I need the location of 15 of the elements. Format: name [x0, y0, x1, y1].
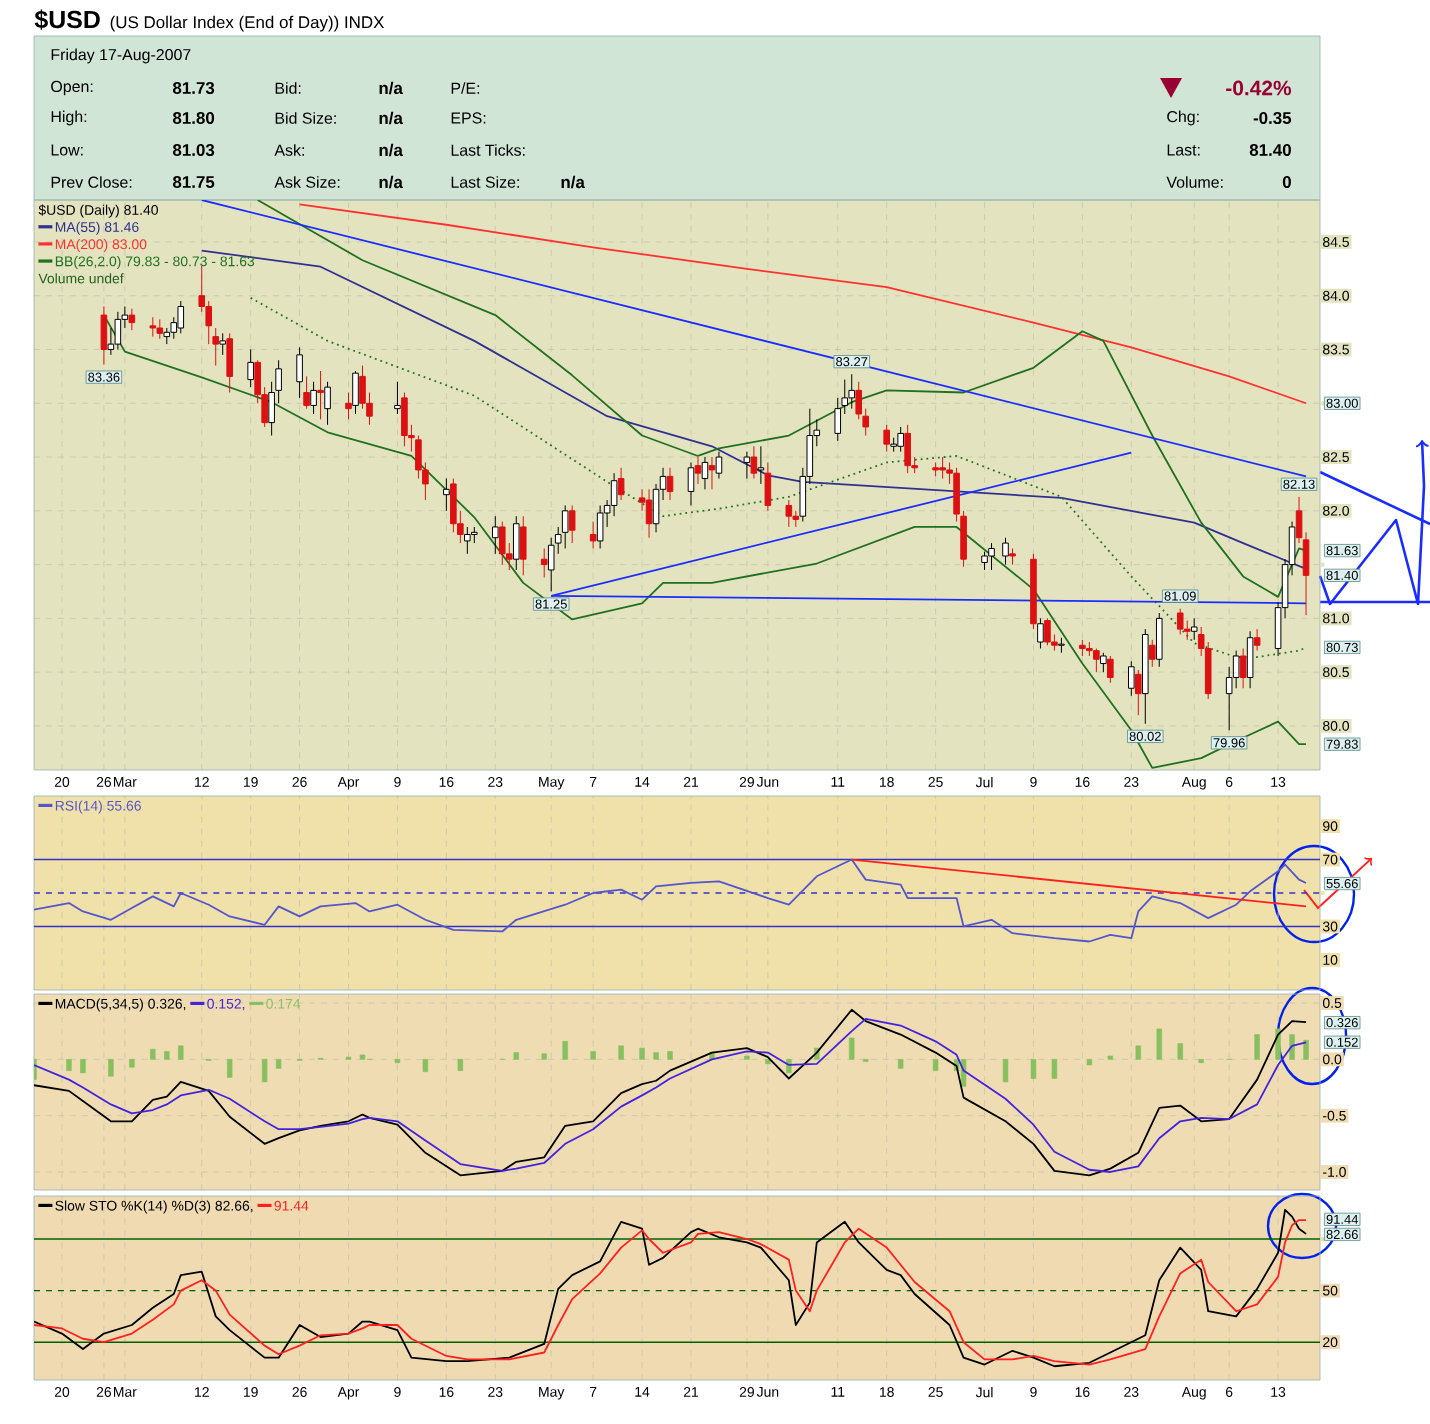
- text: 81.80: [172, 112, 215, 124]
- text: 81.03: [172, 144, 215, 157]
- text: 81.73: [172, 82, 215, 95]
- text: 81.75: [172, 176, 215, 188]
- text: n/a: [379, 111, 403, 125]
- text: -0.42%: [1226, 80, 1292, 96]
- text: n/a: [379, 143, 403, 157]
- text: (US Dollar Index (End of Day)) INDX: [110, 15, 385, 32]
- text: 81.40: [1249, 144, 1291, 156]
- text: n/a: [379, 81, 403, 95]
- text: n/a: [379, 175, 403, 189]
- text: -0.35: [1253, 112, 1292, 125]
- text: 0: [1282, 176, 1291, 188]
- text: $USD: [34, 9, 100, 30]
- text: n/a: [561, 175, 585, 189]
